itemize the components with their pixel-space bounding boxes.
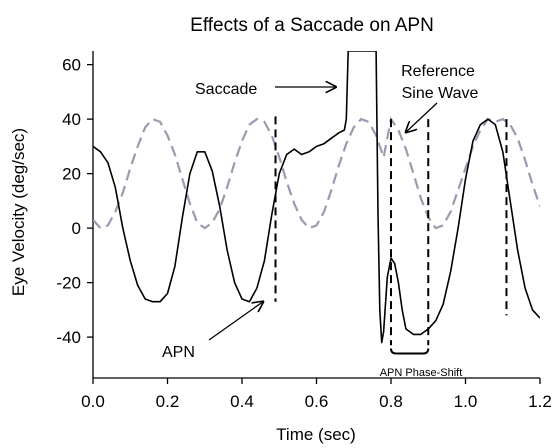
x-tick-label: 0.8 xyxy=(379,392,403,411)
eye-velocity-series xyxy=(93,51,540,344)
saccade-annotation: Saccade xyxy=(195,81,257,98)
y-tick-label: -20 xyxy=(56,274,81,293)
x-tick-label: 0.0 xyxy=(81,392,105,411)
y-axis-label: Eye Velocity (deg/sec) xyxy=(9,128,28,296)
y-tick-label: 20 xyxy=(62,165,81,184)
apn-annotation: APN xyxy=(162,344,195,361)
x-tick-label: 1.2 xyxy=(528,392,552,411)
apn-arrow xyxy=(208,301,264,341)
x-tick-label: 0.2 xyxy=(156,392,180,411)
x-tick-label: 1.0 xyxy=(454,392,478,411)
reference-arrow xyxy=(405,102,438,133)
plot-area: 0.0 0.2 0.4 0.6 0.8 1.0 1.2 -40 -20 0 20 40 60 xyxy=(56,51,552,411)
y-tick-label: -40 xyxy=(56,328,81,347)
y-tick-label: 0 xyxy=(72,219,81,238)
phase-shift-annotation: APN Phase-Shift xyxy=(380,367,463,379)
y-tick-label: 60 xyxy=(62,56,81,75)
y-tick-label: 40 xyxy=(62,110,81,129)
phase-shift-bracket xyxy=(390,348,430,355)
reference-sine-wave-series xyxy=(93,116,540,230)
x-axis-label: Time (sec) xyxy=(276,425,356,444)
x-tick-label: 0.4 xyxy=(230,392,254,411)
reference-annotation-line1: Reference xyxy=(401,63,475,80)
reference-annotation-line2: Sine Wave xyxy=(402,85,479,102)
x-tick-label: 0.6 xyxy=(305,392,329,411)
chart-title: Effects of a Saccade on APN xyxy=(190,15,434,36)
